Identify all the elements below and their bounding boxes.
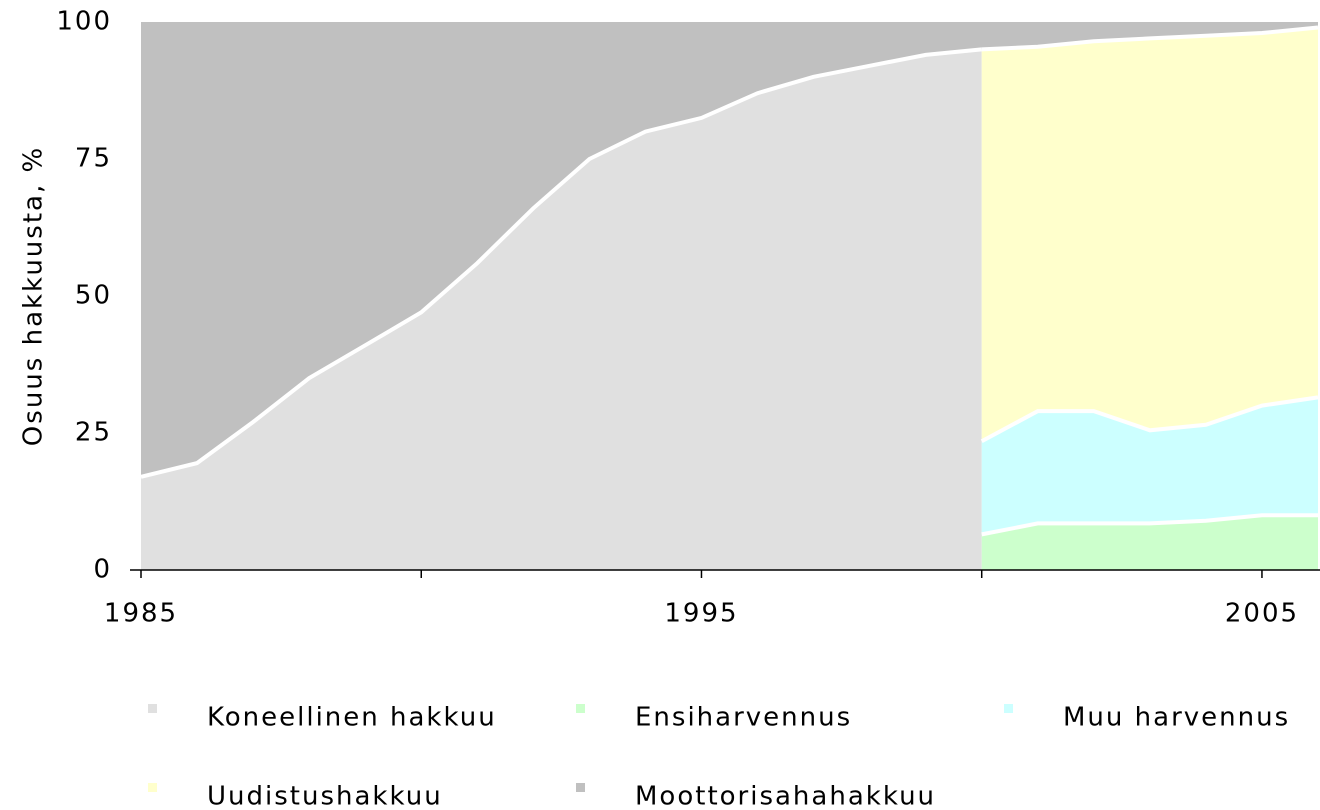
legend-label: Ensiharvennus — [635, 703, 852, 733]
legend-label: Moottorisahahakkuu — [635, 782, 936, 810]
legend-swatch — [148, 704, 157, 713]
y-tick-label: 50 — [75, 281, 112, 311]
legend-swatch — [576, 783, 585, 792]
y-axis-label: Osuus hakkuusta, % — [19, 146, 49, 446]
y-tick-label: 100 — [56, 7, 112, 37]
x-tick-label: 2005 — [1225, 599, 1299, 629]
legend-swatch — [1004, 704, 1013, 713]
page: Osuus hakkuusta, % 0 25 50 75 100 1985 1995 200… — [0, 0, 1320, 810]
legend-label: Uudistushakkuu — [207, 782, 443, 810]
y-tick-label: 0 — [93, 555, 112, 585]
chart: Osuus hakkuusta, % 0 25 50 75 100 1985 1995 200… — [0, 0, 1320, 810]
legend-swatch — [576, 704, 585, 713]
x-tick-label: 1985 — [104, 599, 178, 629]
x-tick-label: 1995 — [664, 599, 738, 629]
legend-swatch — [148, 783, 157, 792]
y-tick-label: 75 — [75, 144, 112, 174]
area — [982, 28, 1318, 442]
y-tick-label: 25 — [75, 418, 112, 448]
legend-label: Koneellinen hakkuu — [207, 703, 497, 733]
legend-label: Muu harvennus — [1063, 703, 1290, 733]
